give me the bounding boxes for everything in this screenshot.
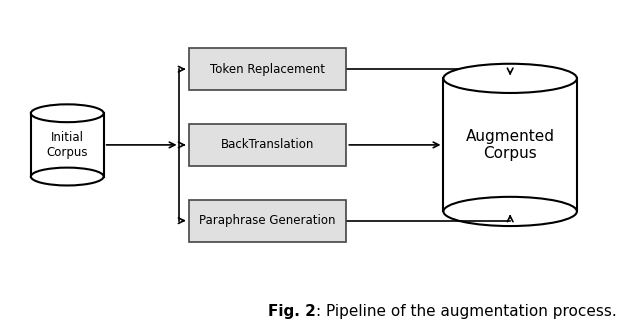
Polygon shape	[444, 78, 577, 212]
Text: Token Replacement: Token Replacement	[210, 63, 325, 76]
FancyBboxPatch shape	[188, 48, 346, 90]
Text: Fig. 2: Fig. 2	[268, 304, 316, 319]
Ellipse shape	[444, 64, 577, 93]
Text: BackTranslation: BackTranslation	[221, 138, 314, 151]
FancyBboxPatch shape	[188, 124, 346, 166]
FancyBboxPatch shape	[188, 200, 346, 242]
Text: Initial
Corpus: Initial Corpus	[47, 131, 88, 159]
Ellipse shape	[444, 197, 577, 226]
Text: Augmented
Corpus: Augmented Corpus	[466, 129, 555, 161]
Polygon shape	[31, 113, 104, 176]
Ellipse shape	[31, 104, 104, 122]
Text: Paraphrase Generation: Paraphrase Generation	[199, 214, 336, 227]
Text: : Pipeline of the augmentation process.: : Pipeline of the augmentation process.	[316, 304, 617, 319]
Ellipse shape	[31, 168, 104, 185]
